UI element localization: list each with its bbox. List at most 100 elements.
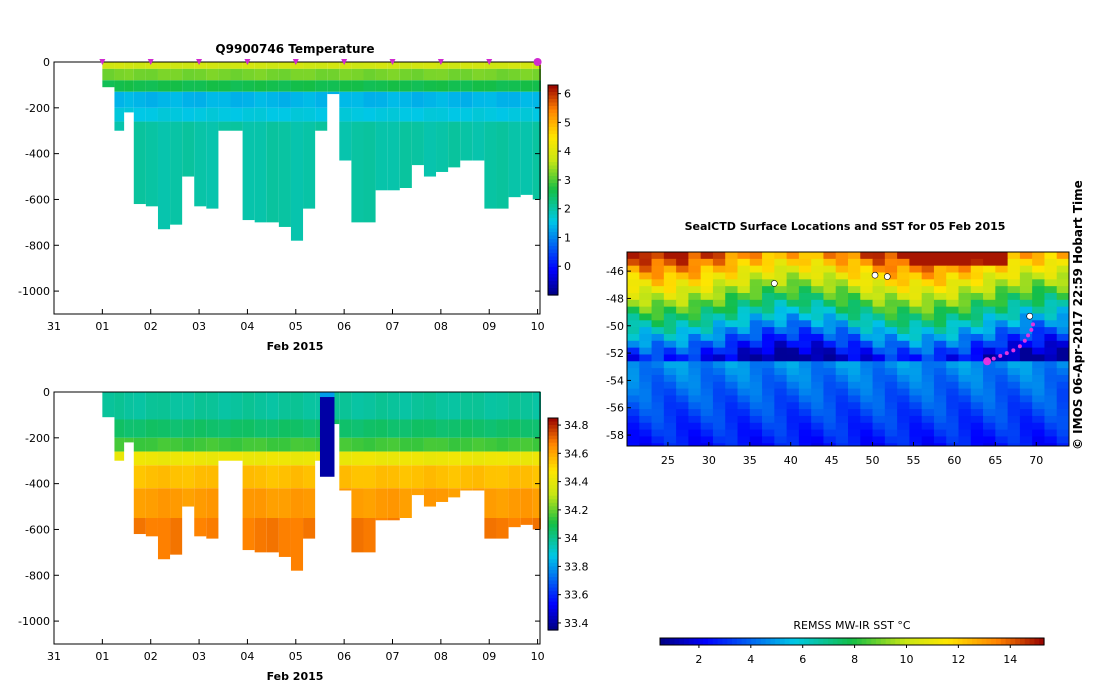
sst-cell bbox=[933, 354, 947, 362]
profile-cell bbox=[508, 437, 521, 452]
sst-cell bbox=[983, 340, 996, 349]
sst-cell bbox=[798, 340, 812, 349]
sst-cell bbox=[872, 265, 886, 273]
sst-cell bbox=[946, 333, 959, 342]
sst-cell bbox=[651, 429, 665, 437]
sst-cell bbox=[627, 402, 640, 410]
profile-cell bbox=[133, 437, 146, 452]
sst-cell bbox=[762, 286, 775, 294]
profile-cell bbox=[460, 437, 473, 452]
sst-cell bbox=[639, 333, 652, 342]
sst-cell bbox=[1044, 381, 1058, 390]
profile-cell bbox=[290, 419, 304, 438]
profile-cell bbox=[230, 68, 243, 81]
sst-cell bbox=[884, 388, 898, 396]
profile-cell bbox=[339, 62, 352, 69]
sst-colorbar-segment bbox=[770, 638, 776, 645]
sst-cell bbox=[1007, 340, 1021, 349]
sst-cell bbox=[884, 313, 898, 321]
profile-cell bbox=[254, 518, 267, 553]
sst-cell bbox=[835, 252, 849, 260]
profile-cell bbox=[484, 518, 497, 539]
sst-cell bbox=[737, 292, 751, 301]
sst-cell bbox=[897, 340, 910, 349]
profile-cell bbox=[145, 80, 158, 92]
sst-cell bbox=[688, 299, 702, 308]
sst-cell bbox=[1032, 299, 1045, 308]
profile-cell bbox=[460, 80, 473, 92]
sst-cell bbox=[712, 395, 726, 403]
temperature-panel: Q9900746 Temperature 0-200-400-600-800-1… bbox=[18, 42, 571, 353]
sst-cell bbox=[995, 279, 1009, 287]
sst-cell bbox=[811, 402, 824, 410]
sst-cell bbox=[798, 327, 812, 335]
sst-cell bbox=[848, 381, 861, 390]
profile-cell bbox=[170, 488, 183, 518]
profile-cell bbox=[102, 68, 115, 81]
sst-cell bbox=[688, 340, 702, 349]
sst-cell bbox=[995, 306, 1009, 314]
sst-colorbar-segment bbox=[794, 638, 800, 645]
sst-cell bbox=[872, 306, 886, 314]
sst-cell bbox=[639, 286, 652, 294]
colorbar-segment bbox=[548, 291, 558, 296]
sst-cell bbox=[749, 409, 763, 417]
sst-cell bbox=[627, 306, 640, 314]
sst-cell bbox=[688, 279, 702, 287]
sst-cell bbox=[909, 388, 923, 396]
sst-colorbar-segment bbox=[1034, 638, 1040, 645]
profile-cell bbox=[254, 107, 267, 122]
profile-cell bbox=[194, 451, 207, 466]
sst-cell bbox=[860, 265, 873, 273]
sst-cell bbox=[725, 415, 738, 424]
sst-cell bbox=[651, 395, 665, 403]
sst-cell bbox=[860, 429, 873, 437]
sst-cell bbox=[749, 354, 763, 362]
profile-cell bbox=[351, 437, 364, 452]
colorbar-segment bbox=[548, 116, 558, 121]
map-latitude-axis: -46-48-50-52-54-56-58 bbox=[606, 265, 631, 442]
profile-cell bbox=[436, 465, 449, 489]
sst-cell bbox=[970, 429, 984, 437]
profile-cell bbox=[460, 121, 473, 161]
sst-cell bbox=[946, 409, 959, 417]
sst-colorbar-segment bbox=[1029, 638, 1035, 645]
profile-cell bbox=[133, 91, 146, 108]
sst-cell bbox=[712, 409, 726, 417]
lon-tick-label: 35 bbox=[743, 454, 757, 467]
profile-cell bbox=[290, 80, 304, 92]
sst-cell bbox=[958, 443, 972, 447]
sst-cell bbox=[676, 436, 689, 444]
sst-cell bbox=[970, 286, 984, 294]
profile-cell bbox=[460, 107, 473, 122]
sst-cell bbox=[897, 354, 910, 362]
sst-cell bbox=[884, 354, 898, 362]
sst-cell bbox=[921, 381, 935, 390]
sst-colorbar: 2 4 6 8 10 12 14 bbox=[659, 637, 1045, 666]
profile-cell bbox=[303, 62, 316, 69]
sst-colorbar-segment bbox=[1000, 638, 1007, 645]
sst-cell bbox=[749, 313, 763, 321]
profile-cell bbox=[436, 121, 449, 172]
colorbar-segment bbox=[548, 284, 558, 289]
profile-cell bbox=[532, 68, 540, 81]
sst-cell bbox=[749, 374, 763, 383]
sst-cell bbox=[958, 368, 972, 376]
sst-cell bbox=[811, 368, 824, 376]
colorbar-segment bbox=[548, 467, 558, 472]
profile-cell bbox=[520, 121, 533, 195]
profile-cell bbox=[411, 121, 424, 166]
sst-cell bbox=[983, 381, 996, 390]
colorbar-frame bbox=[547, 417, 559, 631]
profile-cell bbox=[254, 91, 267, 108]
sst-cell bbox=[798, 443, 812, 447]
sst-cell bbox=[958, 429, 972, 437]
sst-map-panel: SealCTD Surface Locations and SST for 05… bbox=[606, 220, 1070, 666]
profile-cell bbox=[194, 68, 207, 81]
sst-cell bbox=[651, 368, 665, 376]
sst-cell bbox=[897, 313, 910, 321]
profile-cell bbox=[206, 451, 219, 466]
sst-cell bbox=[774, 422, 788, 431]
colorbar-segment bbox=[548, 239, 558, 244]
